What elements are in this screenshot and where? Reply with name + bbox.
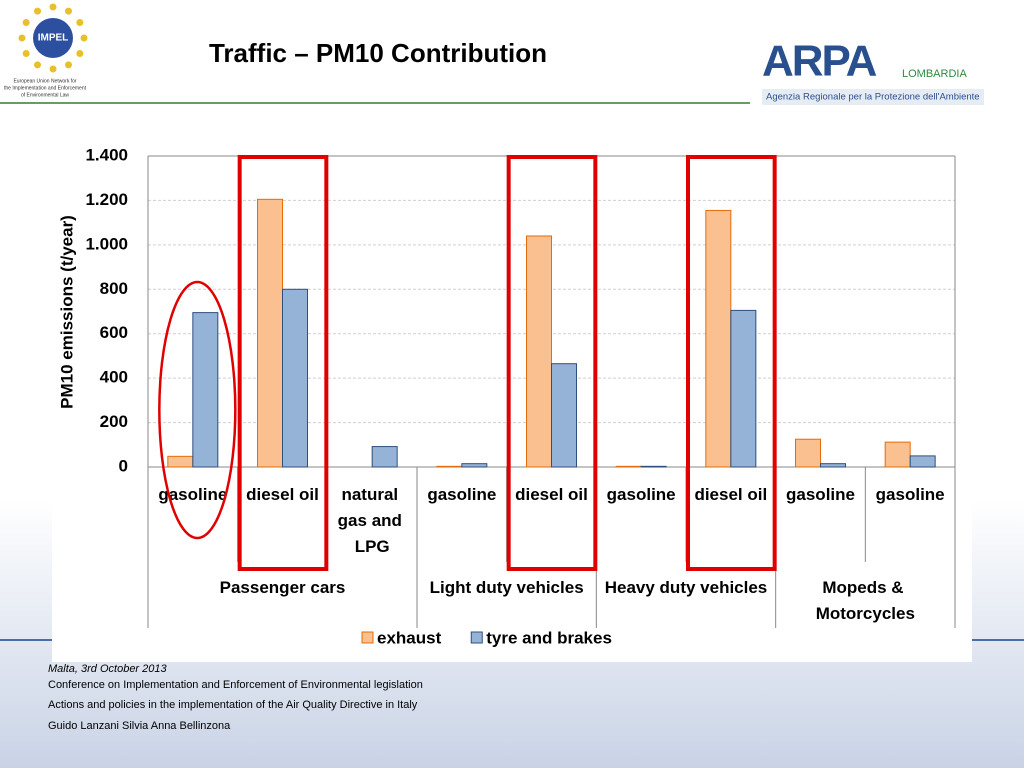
star [76,50,84,57]
logo-region: LOMBARDIA [902,68,967,80]
star [65,7,72,15]
star [18,34,26,42]
x-tick-label: diesel oil [694,485,767,504]
logo-caption: European Union Network for [13,78,76,84]
bar [730,309,757,468]
group-label: Mopeds & Motorcycles [816,578,915,623]
legend-label: tyre and brakes [486,628,612,647]
legend-swatch [361,631,374,644]
bar [192,312,219,468]
y-tick-label: 1.000 [85,234,128,253]
x-tick-label: diesel oil [515,485,588,504]
bar [526,235,552,468]
x-tick-label: natural gas and LPG [338,485,407,556]
bar [436,465,463,468]
bar [795,438,821,468]
group-label: Heavy duty vehicles [605,578,768,597]
bar [909,455,936,468]
star [34,61,41,69]
y-tick-label: 0 [119,456,128,475]
bar [167,455,194,468]
footer-date: Malta, 3rd October 2013 [48,663,168,675]
bar [640,465,667,468]
highlight-ellipse [158,280,237,540]
logo-text: ARPA [762,37,877,86]
x-tick-label: gasoline [607,485,676,504]
bar [705,209,732,468]
star [76,19,84,26]
bar [282,288,308,468]
y-tick-label: 1.400 [85,145,128,164]
group-label: Passenger cars [220,578,346,597]
legend-swatch [470,631,483,644]
x-tick-label: gasoline [876,485,945,504]
bar [371,446,398,468]
star [49,3,57,11]
x-tick-label: diesel oil [246,485,319,504]
y-tick-label: 1.200 [85,190,128,209]
star [34,7,41,15]
y-axis-title: PM10 emissions (t/year) [57,215,76,409]
highlight-box [237,155,329,571]
bar [257,198,283,468]
highlight-box [686,155,777,571]
star [80,34,88,42]
logo-text: IMPEL [38,33,69,44]
bar [884,441,911,468]
impel-logo: IMPEL European Union Network for the Imp… [4,3,88,98]
star [22,19,30,26]
y-tick-label: 800 [100,279,128,298]
x-tick-label: gasoline [427,485,496,504]
footer-line: Conference on Implementation and Enforce… [48,679,423,691]
x-tick-label: gasoline [786,485,855,504]
y-tick-label: 600 [100,323,128,342]
star [22,50,30,57]
arpa-logo: ARPA LOMBARDIA Agenzia Regionale per la … [762,37,984,105]
legend-label: exhaust [377,628,442,647]
bar [820,463,846,468]
slide-title: Traffic – PM10 Contribution [209,38,547,68]
star [65,61,72,69]
chart: 0 200 400 600 800 1.000 1.200 1.400 PM10 emissio… [57,145,956,647]
y-tick-label: 200 [100,412,128,431]
footer-line: Guido Lanzani Silvia Anna Bellinzona [48,720,231,732]
x-tick-label: gasoline [158,485,227,504]
logo-caption: the Implementation and Enforcement [4,85,87,91]
star [49,65,57,73]
bar [461,463,488,468]
y-tick-label: 400 [100,368,128,387]
logo-caption: Agenzia Regionale per la Protezione dell… [766,92,980,103]
highlight-box [506,155,598,571]
footer-line: Actions and policies in the implementati… [48,699,418,711]
bar [615,465,642,468]
logo-caption: of Environmental Law [21,92,69,98]
group-label: Light duty vehicles [430,578,584,597]
bar [551,363,577,468]
